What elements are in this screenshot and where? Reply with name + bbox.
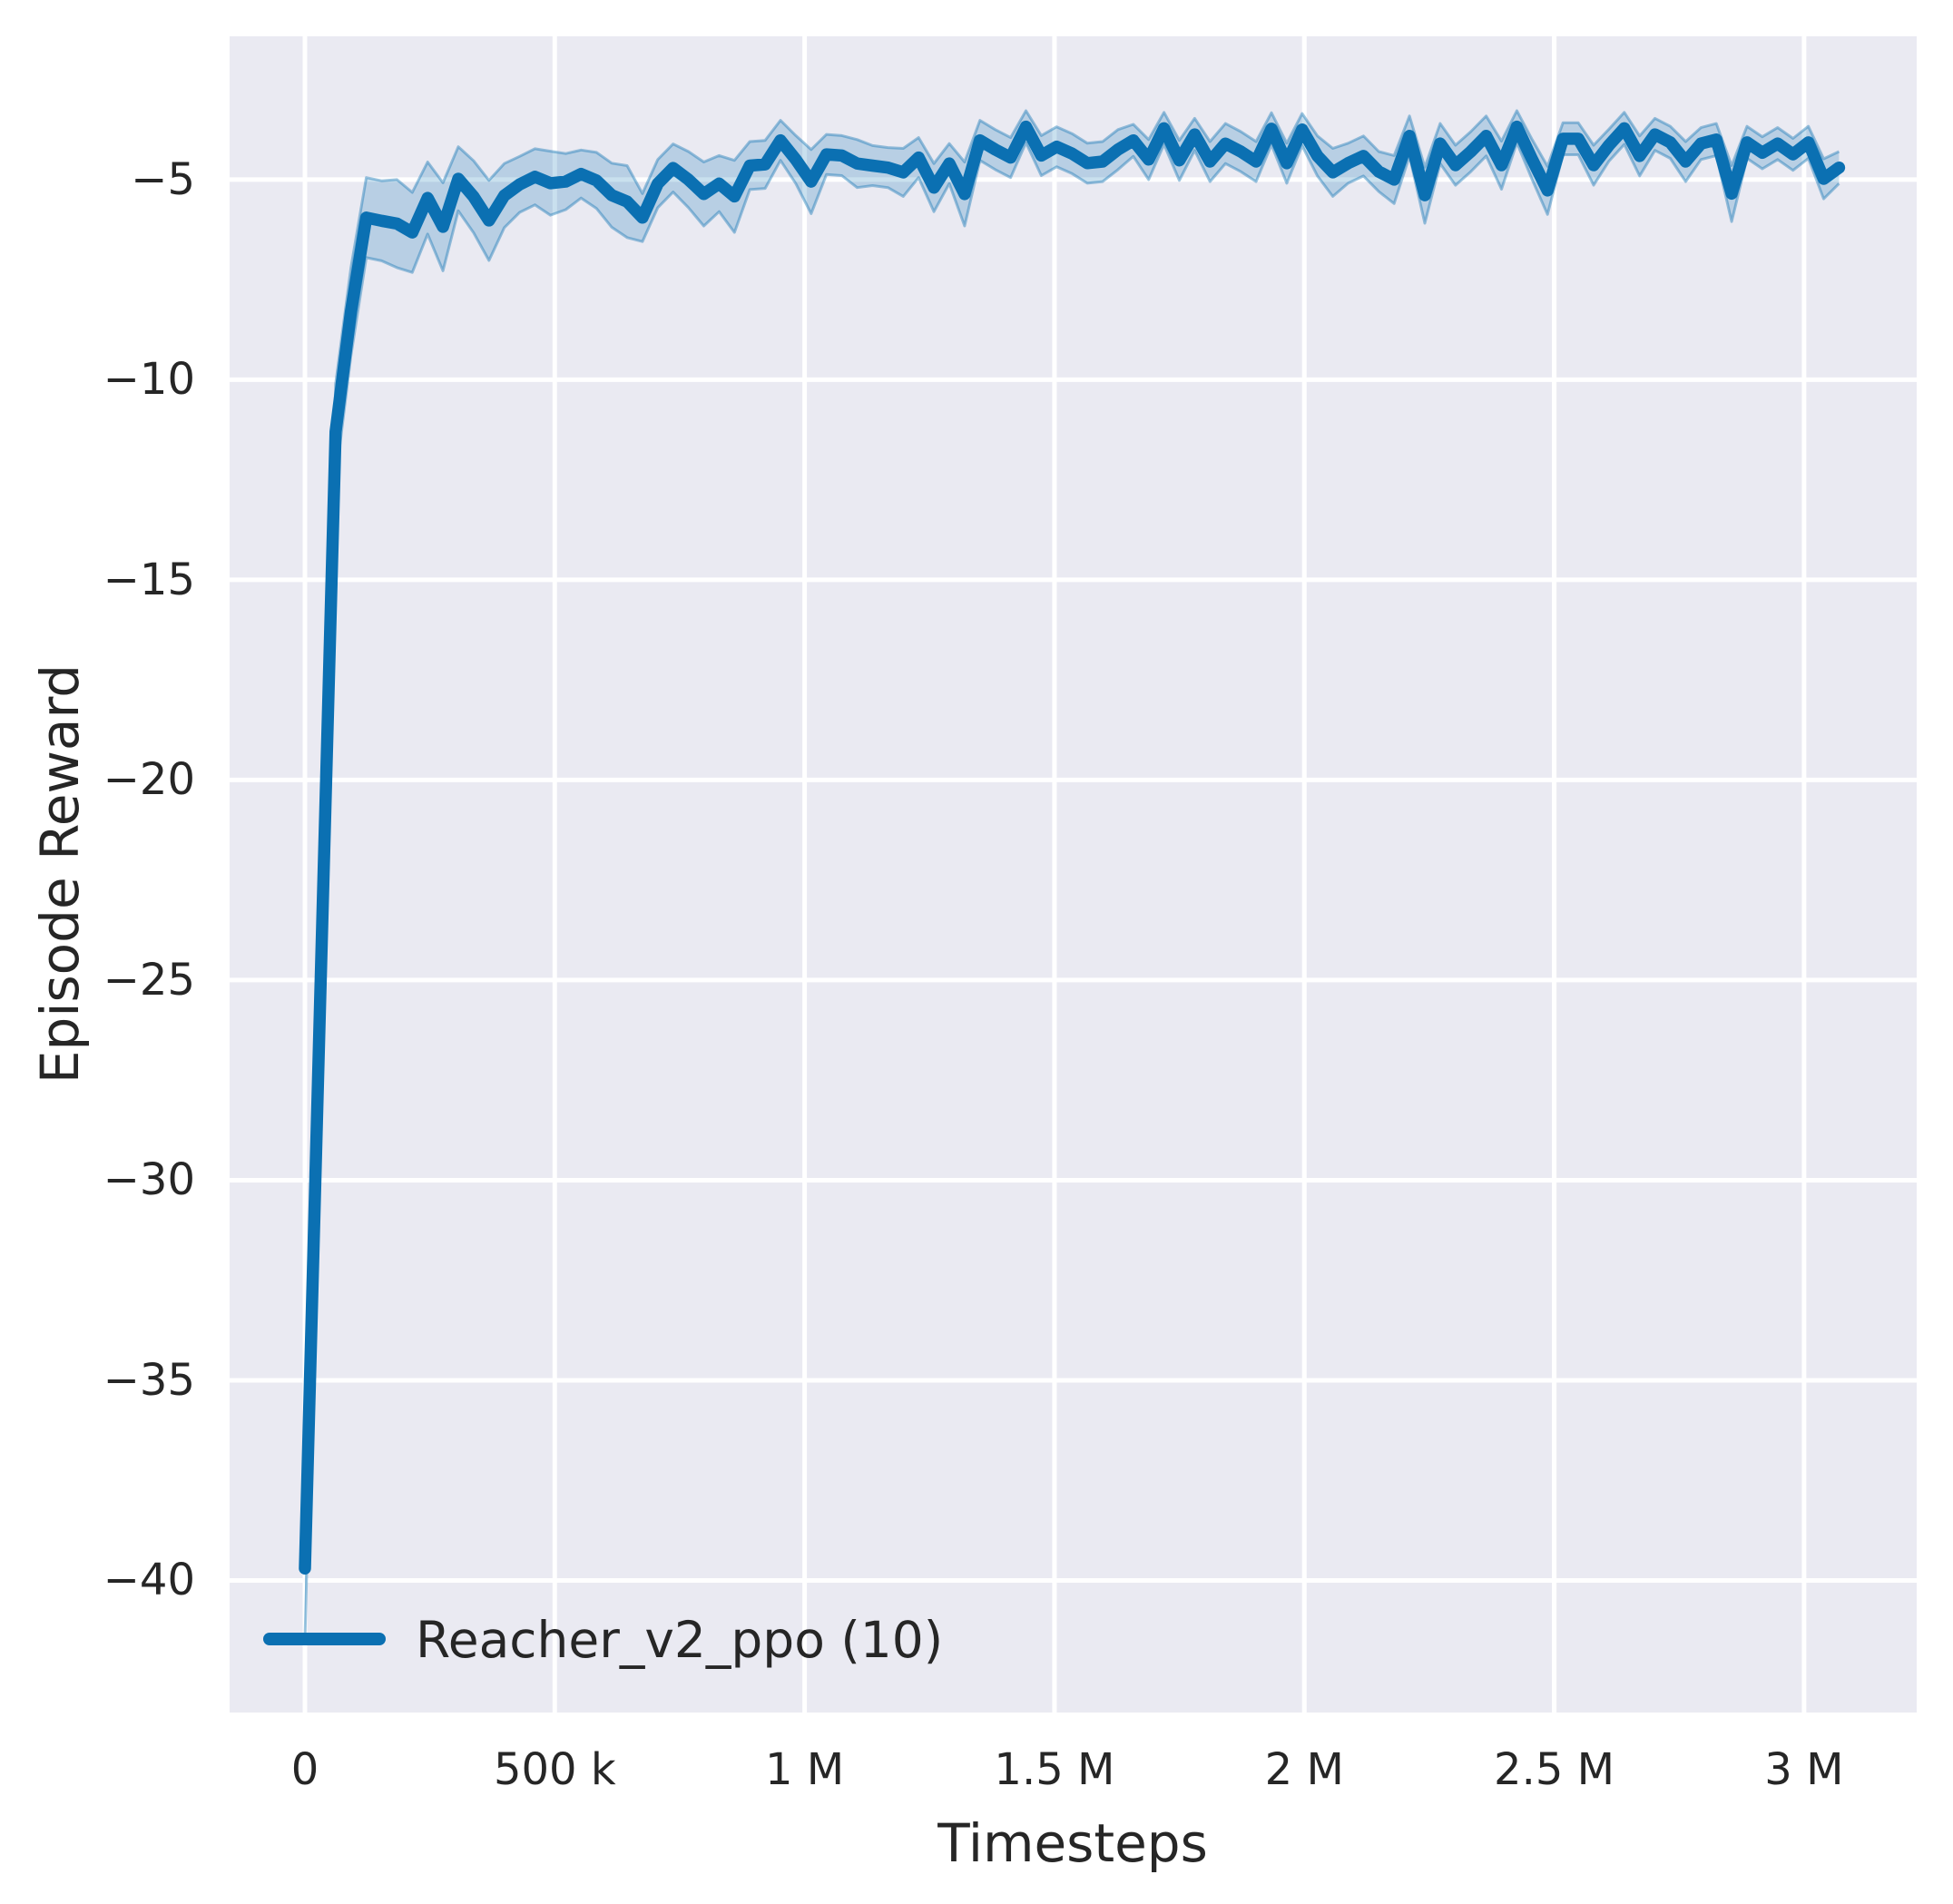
x-tick-label: 2.5 M [1494, 1744, 1615, 1795]
gridlines [230, 36, 1917, 1713]
x-tick-label: 1.5 M [994, 1744, 1115, 1795]
series-line-reacher-v2-ppo [299, 120, 1846, 1575]
confidence-band-lower-edge [303, 141, 1840, 1641]
x-axis-title: Timesteps [937, 1812, 1208, 1874]
y-axis-title: Episode Reward [29, 663, 91, 1084]
x-tick-label: 3 M [1764, 1744, 1844, 1795]
plot-area [230, 36, 1917, 1713]
x-tick-label: 1 M [765, 1744, 845, 1795]
y-tick-label: −20 [103, 754, 195, 806]
x-tick-label: 0 [290, 1744, 319, 1795]
y-tick-label: −25 [103, 954, 195, 1006]
confidence-band-upper-edge [303, 109, 1840, 1562]
y-tick-label: −40 [103, 1555, 195, 1606]
y-tick-label: −5 [131, 153, 195, 205]
y-tick-label: −30 [103, 1154, 195, 1206]
y-tick-label: −15 [103, 554, 195, 605]
legend-label: Reacher_v2_ppo (10) [416, 1611, 944, 1669]
x-tick-label: 500 k [493, 1744, 616, 1795]
y-tick-label: −35 [103, 1354, 195, 1406]
y-tick-label: −10 [103, 354, 195, 406]
x-tick-label: 2 M [1264, 1744, 1344, 1795]
